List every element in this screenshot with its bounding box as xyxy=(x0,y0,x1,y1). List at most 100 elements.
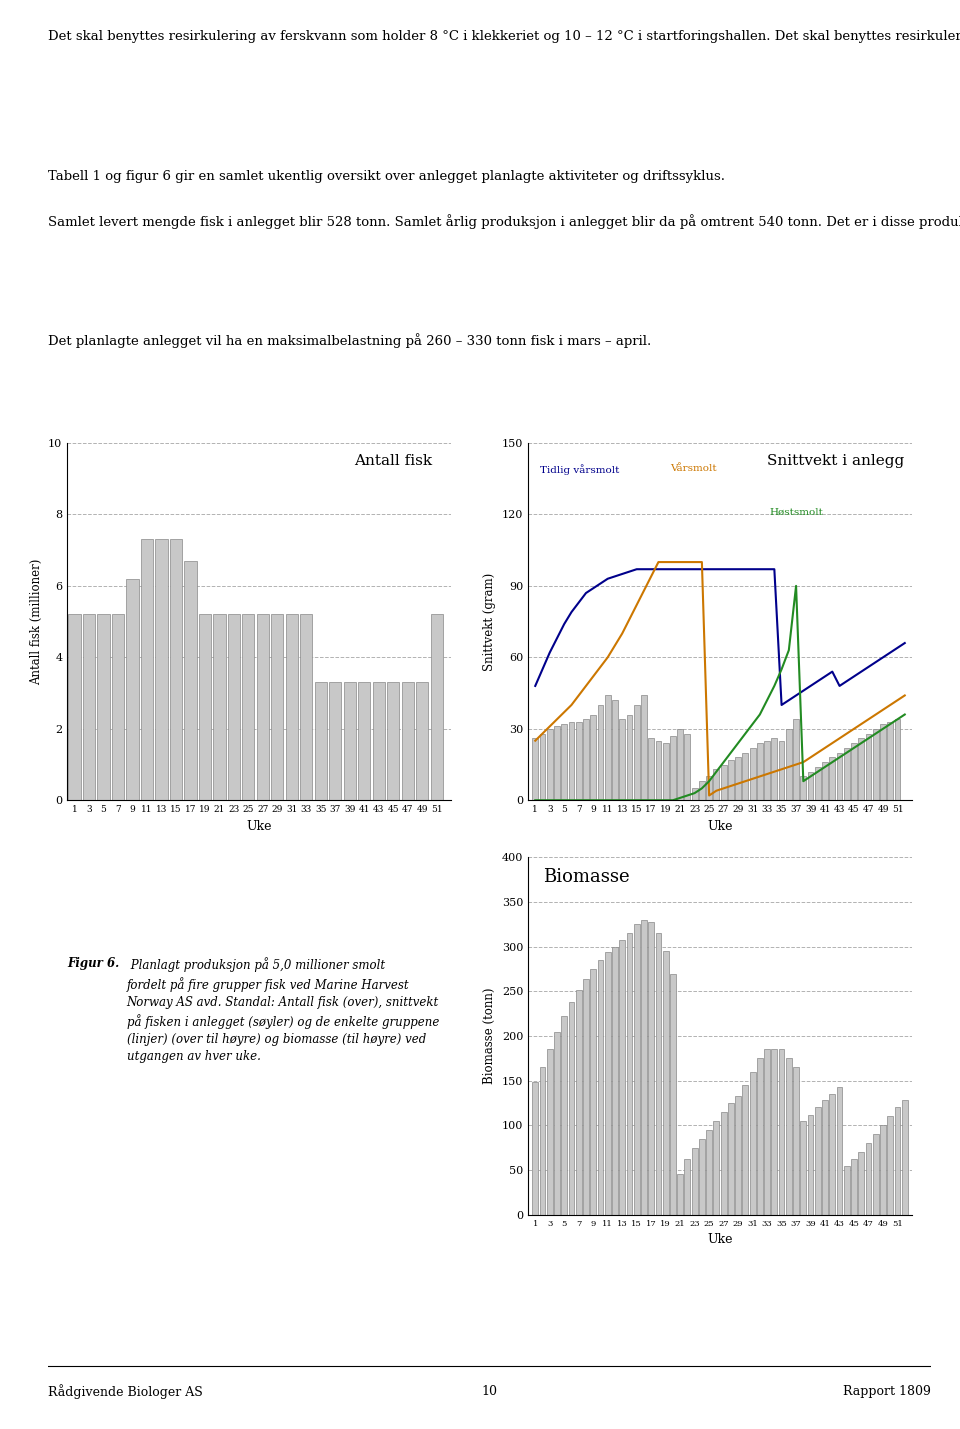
Bar xyxy=(822,762,828,800)
Bar xyxy=(807,1115,813,1215)
Bar xyxy=(677,729,684,800)
Bar xyxy=(372,683,385,800)
Bar xyxy=(656,740,661,800)
Bar xyxy=(547,729,553,800)
Text: Biomasse: Biomasse xyxy=(543,869,630,886)
Text: Vårsmolt: Vårsmolt xyxy=(670,464,717,473)
Bar xyxy=(692,1147,698,1215)
Bar xyxy=(750,747,756,800)
Bar xyxy=(533,739,539,800)
Bar xyxy=(641,920,647,1215)
Bar xyxy=(286,614,298,800)
Bar xyxy=(576,722,582,800)
Bar xyxy=(387,683,399,800)
Bar xyxy=(764,740,770,800)
Bar xyxy=(597,704,603,800)
Bar xyxy=(634,704,639,800)
Bar xyxy=(401,683,414,800)
Bar xyxy=(554,1032,560,1215)
Bar xyxy=(329,683,342,800)
Bar xyxy=(728,1103,733,1215)
Bar xyxy=(170,540,182,800)
Bar xyxy=(670,973,676,1215)
Bar xyxy=(815,1107,821,1215)
Bar xyxy=(699,1139,705,1215)
Text: Planlagt produksjon på 5,0 millioner smolt
fordelt på fire grupper fisk ved Mari: Planlagt produksjon på 5,0 millioner smo… xyxy=(127,957,439,1063)
Bar xyxy=(627,714,633,800)
Bar xyxy=(111,614,124,800)
Bar xyxy=(699,782,705,800)
Bar xyxy=(568,1002,574,1215)
Bar xyxy=(83,614,95,800)
Bar xyxy=(416,683,428,800)
Bar xyxy=(822,1100,828,1215)
Bar xyxy=(852,1159,857,1215)
Bar xyxy=(547,1049,553,1215)
Text: Det planlagte anlegget vil ha en maksimalbelastning på 260 – 330 tonn fisk i mar: Det planlagte anlegget vil ha en maksima… xyxy=(48,333,651,349)
Bar xyxy=(887,722,893,800)
Bar xyxy=(815,767,821,800)
Bar xyxy=(779,1049,784,1215)
Bar xyxy=(590,969,596,1215)
Bar xyxy=(735,1096,741,1215)
Y-axis label: Snittvekt (gram): Snittvekt (gram) xyxy=(483,573,496,670)
Bar xyxy=(844,747,850,800)
Bar xyxy=(612,947,618,1215)
Bar xyxy=(627,933,633,1215)
Bar xyxy=(895,1107,900,1215)
Bar xyxy=(554,726,560,800)
Bar xyxy=(807,772,813,800)
Bar xyxy=(728,760,733,800)
Bar xyxy=(576,989,582,1215)
Bar xyxy=(786,729,792,800)
Bar xyxy=(597,960,603,1215)
Bar xyxy=(844,1166,850,1215)
Bar xyxy=(721,1112,727,1215)
Bar xyxy=(540,1067,545,1215)
Bar xyxy=(684,1159,690,1215)
Bar xyxy=(692,789,698,800)
Bar xyxy=(829,1095,835,1215)
Text: 10: 10 xyxy=(482,1385,497,1399)
Bar xyxy=(430,614,443,800)
Bar xyxy=(619,940,625,1215)
Bar xyxy=(583,979,588,1215)
Bar xyxy=(300,614,312,800)
Y-axis label: Biomasse (tonn): Biomasse (tonn) xyxy=(483,987,496,1085)
Bar xyxy=(756,743,763,800)
Bar xyxy=(772,739,778,800)
Text: Høstsmolt: Høstsmolt xyxy=(770,507,824,516)
Bar xyxy=(648,922,654,1215)
Bar xyxy=(837,1087,843,1215)
Bar xyxy=(742,753,748,800)
Bar xyxy=(756,1059,763,1215)
X-axis label: Uke: Uke xyxy=(708,1233,732,1246)
Bar xyxy=(68,614,81,800)
Bar xyxy=(779,740,784,800)
Bar xyxy=(656,933,661,1215)
Bar xyxy=(662,743,668,800)
Bar xyxy=(677,1175,684,1215)
Bar xyxy=(540,733,545,800)
Bar xyxy=(648,739,654,800)
Bar xyxy=(141,540,153,800)
Bar xyxy=(612,700,618,800)
Bar xyxy=(801,776,806,800)
Text: Tabell 1 og figur 6 gir en samlet ukentlig oversikt over anlegget planlagte akti: Tabell 1 og figur 6 gir en samlet ukentl… xyxy=(48,170,725,183)
Bar xyxy=(568,722,574,800)
Bar xyxy=(713,769,719,800)
Bar xyxy=(873,729,878,800)
Bar xyxy=(772,1049,778,1215)
Text: Samlet levert mengde fisk i anlegget blir 528 tonn. Samlet årlig produksjon i an: Samlet levert mengde fisk i anlegget bli… xyxy=(48,214,960,229)
Bar xyxy=(793,719,799,800)
Bar xyxy=(242,614,254,800)
Bar xyxy=(670,736,676,800)
Bar xyxy=(901,1100,907,1215)
Text: Det skal benyttes resirkulering av ferskvann som holder 8 °C i klekkeriet og 10 : Det skal benyttes resirkulering av fersk… xyxy=(48,29,960,43)
Text: Rapport 1809: Rapport 1809 xyxy=(843,1385,931,1399)
Bar xyxy=(199,614,211,800)
Bar xyxy=(562,725,567,800)
Bar xyxy=(271,614,283,800)
Bar xyxy=(742,1085,748,1215)
Bar xyxy=(858,739,864,800)
